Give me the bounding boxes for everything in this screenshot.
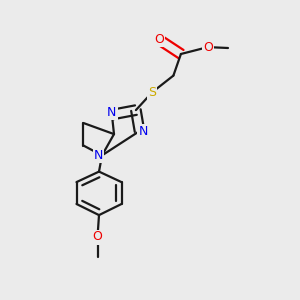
- Text: O: O: [154, 33, 164, 46]
- Text: O: O: [93, 230, 102, 244]
- Text: S: S: [148, 85, 156, 99]
- Text: N: N: [107, 106, 117, 119]
- Text: O: O: [203, 40, 213, 54]
- Text: N: N: [94, 149, 103, 162]
- Text: N: N: [138, 124, 148, 138]
